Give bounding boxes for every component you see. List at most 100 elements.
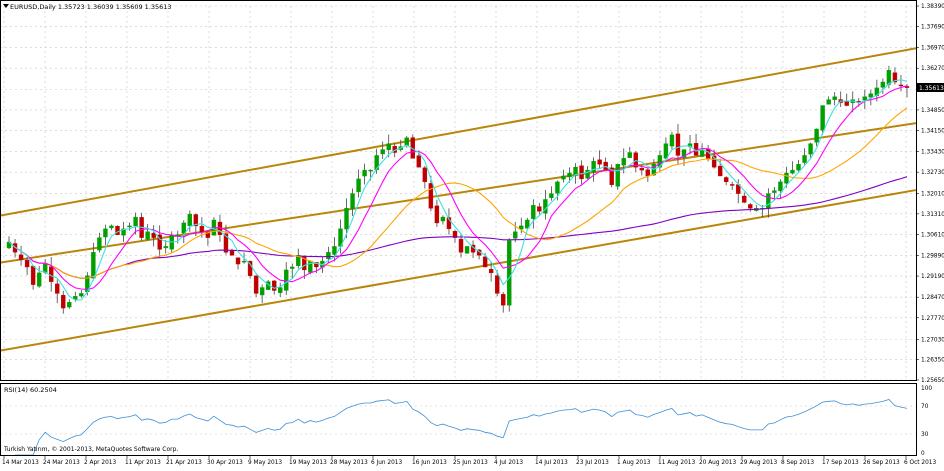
candle-bull: [79, 293, 84, 297]
candle-bull: [380, 149, 385, 155]
x-tick-label: 29 Aug 2013: [740, 460, 777, 466]
candle-bull: [356, 178, 361, 193]
candle-bear: [157, 234, 162, 250]
candle-bull: [826, 99, 831, 105]
candle-bear: [458, 238, 464, 253]
rsi-line: [15, 399, 908, 456]
candle-bear: [609, 167, 614, 185]
candle-bull: [440, 216, 446, 222]
candle-bear: [24, 259, 30, 268]
candle-bull: [67, 302, 72, 308]
candle-bear: [579, 165, 584, 180]
candle-bull: [241, 260, 247, 263]
candle-bear: [494, 275, 500, 294]
x-tick-label: 25 Jun 2013: [453, 460, 488, 466]
x-tick-label: 20 Aug 2013: [699, 460, 736, 466]
candle-bear: [271, 280, 277, 291]
x-tick-label: 6 Jun 2013: [371, 460, 402, 466]
candle-bear: [892, 72, 898, 83]
rsi-scale-top: 100: [921, 386, 932, 392]
candle-bear: [711, 155, 717, 168]
candle-bull: [386, 143, 391, 151]
x-tick-label: 6 Oct 2013: [904, 460, 936, 466]
candle-bull: [778, 181, 783, 192]
candle-bull: [259, 287, 265, 296]
x-tick-label: 11 Apr 2013: [125, 460, 161, 466]
channel-upper-line: [0, 47, 917, 217]
candle-bull: [669, 134, 675, 147]
candle-bull: [531, 205, 536, 219]
candle-bear: [314, 262, 319, 268]
candle-bull: [326, 252, 331, 259]
candle-bull: [296, 255, 301, 266]
candle-bull: [404, 137, 409, 146]
candle-bull: [549, 193, 554, 198]
y-tick-label: 1.31310: [921, 212, 944, 218]
candle-bull: [181, 222, 186, 234]
candle-bull: [278, 287, 283, 293]
candle-bull: [880, 81, 886, 88]
x-tick-label: 28 May 2013: [330, 460, 368, 466]
candle-bear: [675, 133, 681, 156]
y-tick-label: 1.32730: [921, 170, 944, 176]
x-tick-label: 9 May 2013: [248, 460, 282, 466]
candle-bear: [452, 231, 458, 238]
candle-bull: [133, 216, 138, 227]
candle-bear: [151, 232, 156, 238]
candle-bull: [344, 208, 349, 230]
y-tick-label: 1.36970: [921, 46, 944, 52]
candle-bull: [513, 231, 518, 239]
chart-header: EURUSD,Daily 1.35723 1.36039 1.35609 1.3…: [10, 3, 172, 11]
candle-bull: [109, 225, 114, 229]
candle-bull: [808, 143, 813, 155]
candle-bear: [898, 84, 904, 87]
candle-bull: [97, 237, 102, 251]
candle-bull: [814, 128, 819, 143]
candle-bull: [886, 70, 892, 85]
candle-bear: [723, 177, 729, 183]
y-tick-label: 1.38390: [921, 4, 944, 10]
candle-bull: [332, 246, 337, 255]
x-tick-label: 23 Jul 2013: [576, 460, 609, 466]
x-tick-label: 14 Jul 2013: [535, 460, 568, 466]
x-tick-label: 24 Mar 2013: [43, 460, 80, 466]
candle-bull: [121, 228, 126, 236]
y-tick-label: 1.30610: [921, 232, 944, 238]
x-tick-label: 1 Aug 2013: [617, 460, 651, 466]
y-tick-label: 1.27030: [921, 337, 944, 343]
candle-bull: [663, 143, 669, 159]
y-tick-label: 1.25650: [921, 378, 944, 384]
y-tick-label: 1.28470: [921, 295, 944, 301]
candle-bull: [862, 96, 867, 101]
candle-bear: [633, 152, 638, 168]
candle-bear: [742, 195, 747, 203]
candle-bear: [488, 268, 494, 274]
price-pane-frame: [0, 0, 917, 381]
candle-bull: [657, 155, 663, 168]
chart-dropdown-icon[interactable]: [3, 4, 9, 8]
candle-bear: [501, 294, 506, 306]
x-tick-label: 2 Apr 2013: [84, 460, 116, 466]
y-tick-label: 1.27770: [921, 316, 944, 322]
candle-bear: [446, 217, 452, 230]
rsi-level-label: 70: [921, 404, 929, 410]
x-tick-label: 4 Jul 2013: [494, 460, 523, 466]
candle-bull: [73, 296, 78, 300]
candle-bear: [61, 295, 66, 309]
candle-bear: [235, 257, 241, 265]
y-tick-label: 1.32010: [921, 191, 944, 197]
rsi-pane-frame: [0, 383, 917, 456]
candle-bull: [525, 219, 530, 229]
candle-bear: [416, 155, 422, 168]
candle-bull: [284, 269, 289, 291]
candle-bear: [639, 168, 645, 171]
candle-bear: [229, 250, 235, 256]
x-tick-label: 30 Apr 2013: [207, 460, 243, 466]
candle-bear: [199, 225, 205, 232]
y-tick-label: 1.26350: [921, 357, 944, 363]
candle-bull: [42, 263, 48, 273]
candle-bull: [561, 175, 566, 180]
candle-bear: [904, 86, 910, 88]
candle-bull: [868, 93, 874, 98]
